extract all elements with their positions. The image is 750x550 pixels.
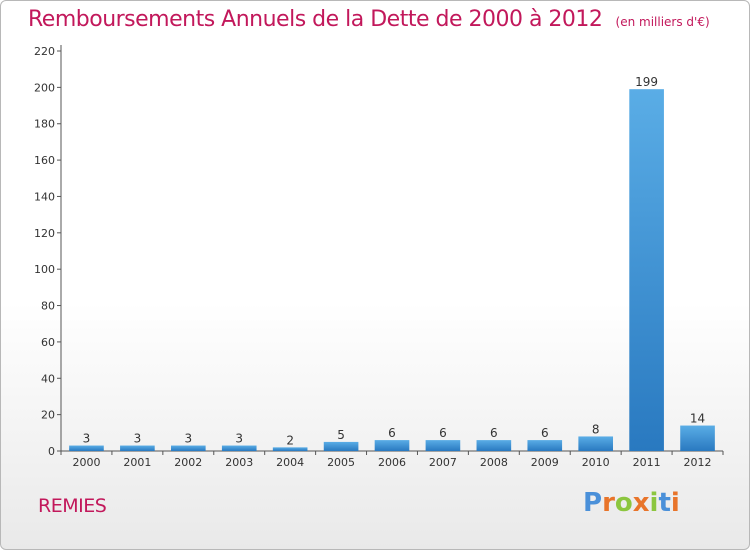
y-tick-label: 160: [34, 154, 55, 167]
x-tick-label: 2008: [480, 456, 508, 469]
value-label-2004: 2: [286, 433, 294, 447]
value-label-2007: 6: [439, 426, 447, 440]
x-tick-label: 2009: [531, 456, 559, 469]
bar-2006: [374, 440, 410, 451]
x-tick-label: 2004: [276, 456, 304, 469]
x-tick-label: 2007: [429, 456, 457, 469]
bar-2009: [527, 440, 563, 451]
bar-2002: [170, 445, 206, 451]
bar-2008: [476, 440, 512, 451]
logo-letter: t: [658, 488, 671, 518]
y-tick-label: 40: [41, 372, 55, 385]
chart-subtitle: (en milliers d'€): [615, 15, 710, 29]
bar-2010: [578, 436, 614, 451]
bar-2011: [629, 89, 664, 451]
logo-letter: o: [614, 488, 633, 518]
x-tick-label: 2011: [633, 456, 661, 469]
logo-letter: x: [632, 488, 650, 518]
logo-letter: r: [602, 488, 615, 518]
value-label-2000: 3: [83, 432, 91, 446]
value-label-2010: 8: [592, 422, 600, 436]
x-tick-label: 2012: [684, 456, 712, 469]
bar-2003: [221, 445, 257, 451]
bar-2007: [425, 440, 461, 451]
y-tick-label: 100: [34, 263, 55, 276]
y-tick-label: 200: [34, 81, 55, 94]
x-tick-label: 2010: [582, 456, 610, 469]
y-tick-label: 120: [34, 227, 55, 240]
y-tick-label: 0: [48, 445, 55, 458]
proxiti-logo: Proxiti: [583, 488, 680, 518]
x-tick-label: 2003: [225, 456, 253, 469]
title-block: Remboursements Annuels de la Dette de 20…: [28, 7, 710, 32]
y-tick-label: 80: [41, 300, 55, 313]
commune-name: REMIES: [38, 495, 107, 517]
value-label-2001: 3: [134, 432, 142, 446]
y-tick-label: 220: [34, 45, 55, 58]
value-label-2002: 3: [184, 432, 192, 446]
y-tick-label: 180: [34, 118, 55, 131]
value-label-2012: 14: [690, 412, 705, 426]
bar-2001: [120, 445, 155, 451]
x-tick-label: 2006: [378, 456, 406, 469]
value-label-2006: 6: [388, 426, 396, 440]
value-label-2009: 6: [541, 426, 549, 440]
value-label-2008: 6: [490, 426, 498, 440]
logo-letter: i: [649, 488, 659, 518]
x-tick-label: 2001: [123, 456, 151, 469]
bar-2004: [272, 447, 308, 451]
logo-letter: P: [583, 488, 603, 518]
y-tick-label: 60: [41, 336, 55, 349]
bar-2000: [69, 445, 104, 451]
value-label-2005: 5: [337, 428, 345, 442]
logo-letter: i: [670, 488, 680, 518]
value-label-2003: 3: [235, 432, 243, 446]
x-tick-label: 2002: [174, 456, 202, 469]
y-tick-label: 140: [34, 190, 55, 203]
bar-2012: [680, 425, 715, 451]
x-tick-label: 2005: [327, 456, 355, 469]
value-label-2011: 199: [635, 75, 658, 89]
chart-title: Remboursements Annuels de la Dette de 20…: [28, 7, 603, 32]
bar-2005: [323, 441, 359, 451]
x-tick-label: 2000: [72, 456, 100, 469]
y-tick-label: 20: [41, 409, 55, 422]
